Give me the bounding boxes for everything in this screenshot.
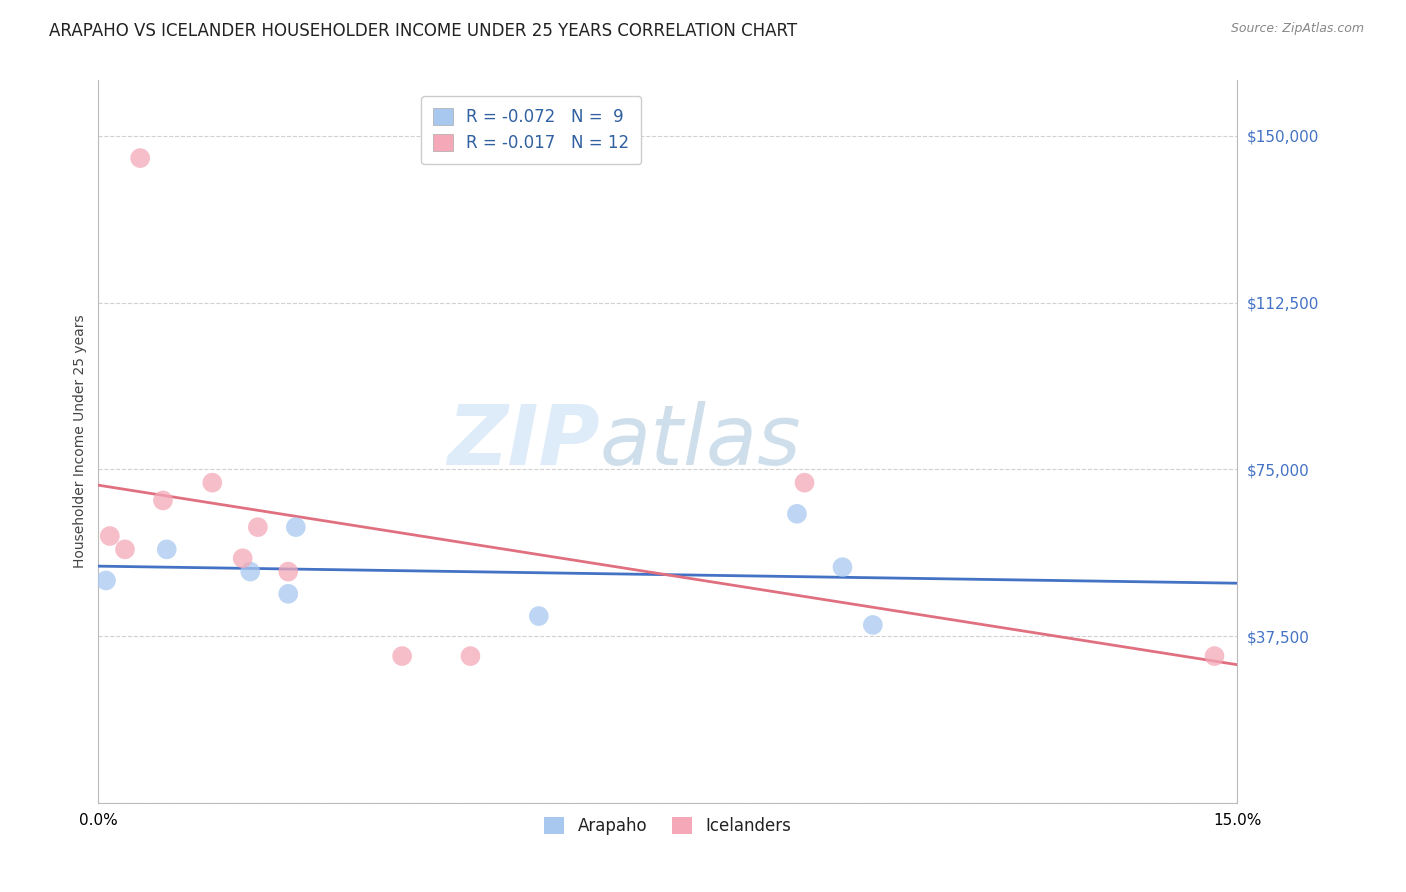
Point <box>391 649 413 664</box>
Point <box>527 609 550 624</box>
Point <box>94 574 117 588</box>
Point <box>152 493 174 508</box>
Point <box>98 529 121 543</box>
Point <box>239 565 262 579</box>
Point <box>786 507 808 521</box>
Point <box>232 551 254 566</box>
Point <box>201 475 224 490</box>
Text: ARAPAHO VS ICELANDER HOUSEHOLDER INCOME UNDER 25 YEARS CORRELATION CHART: ARAPAHO VS ICELANDER HOUSEHOLDER INCOME … <box>49 22 797 40</box>
Point <box>284 520 307 534</box>
Point <box>793 475 815 490</box>
Point <box>156 542 179 557</box>
Point <box>460 649 482 664</box>
Text: ZIP: ZIP <box>447 401 599 482</box>
Point <box>277 587 299 601</box>
Point <box>246 520 269 534</box>
Text: Source: ZipAtlas.com: Source: ZipAtlas.com <box>1230 22 1364 36</box>
Point <box>862 618 884 632</box>
Text: atlas: atlas <box>599 401 801 482</box>
Point <box>129 151 152 165</box>
Point <box>277 565 299 579</box>
Point <box>1204 649 1226 664</box>
Point <box>114 542 136 557</box>
Point <box>831 560 853 574</box>
Legend: Arapaho, Icelanders: Arapaho, Icelanders <box>537 810 799 841</box>
Y-axis label: Householder Income Under 25 years: Householder Income Under 25 years <box>73 315 87 568</box>
